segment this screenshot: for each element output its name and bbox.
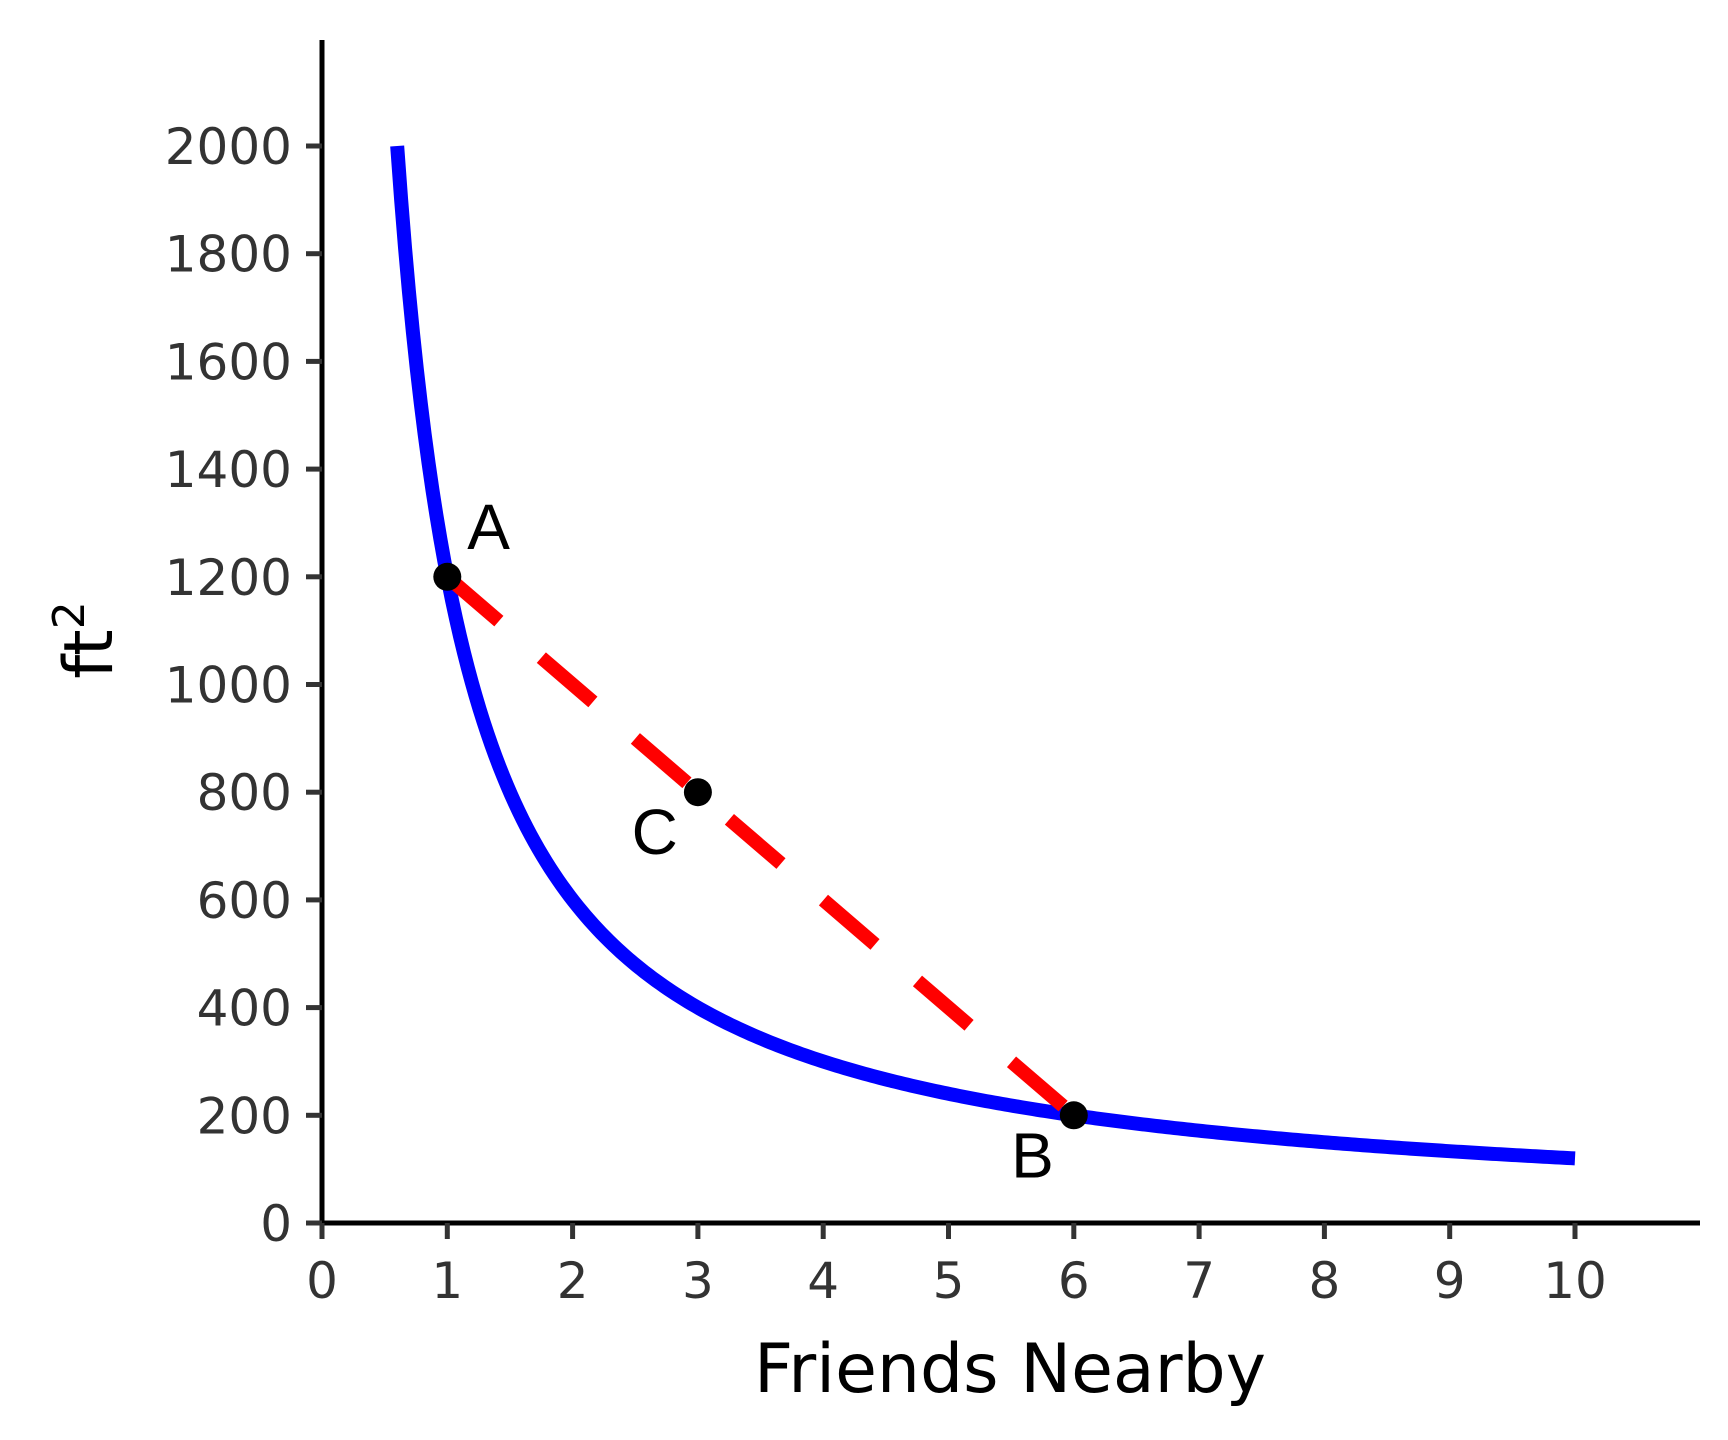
x-tick-label: 0: [306, 1252, 338, 1310]
y-axis-title: ft2: [44, 601, 129, 678]
x-ticks: 0 1 2 3 4 5 6 7 8 9 10: [306, 1223, 1607, 1310]
x-tick-label: 6: [1058, 1252, 1090, 1310]
x-axis-title: Friends Nearby: [754, 1330, 1266, 1409]
y-ticks: 0 200 400 600 800 1000 1200 1400 1600 1800 2000: [165, 118, 322, 1253]
point-c-marker: [683, 778, 712, 807]
x-tick-label: 9: [1434, 1252, 1466, 1310]
y-tick-label: 200: [197, 1087, 292, 1145]
y-tick-label: 2000: [165, 118, 292, 176]
x-tick-label: 10: [1543, 1252, 1607, 1310]
x-tick-label: 2: [557, 1252, 589, 1310]
y-tick-label: 1800: [165, 226, 292, 284]
y-tick-label: 1400: [165, 441, 292, 499]
series-dashed-line: [442, 571, 1079, 1121]
point-a-marker: [433, 562, 462, 591]
x-tick-label: 8: [1308, 1252, 1340, 1310]
axes: 0 1 2 3 4 5 6 7 8 9 10 0 200 400 600 800 1000 1200 1400 16…: [165, 40, 1700, 1310]
x-tick-label: 3: [682, 1252, 714, 1310]
point-b-label: B: [1011, 1119, 1054, 1191]
series-curve: [390, 145, 1576, 1166]
y-tick-label: 400: [197, 980, 292, 1038]
point-c-label: C: [632, 796, 678, 868]
y-tick-label: 1000: [165, 657, 292, 715]
y-axis-title-base: ft: [50, 629, 129, 678]
curve-layer: [390, 145, 1576, 1166]
points: A B C: [433, 491, 1088, 1191]
y-tick-label: 1200: [165, 549, 292, 607]
y-tick-label: 800: [197, 764, 292, 822]
x-tick-label: 7: [1183, 1252, 1215, 1310]
y-tick-label: 600: [197, 872, 292, 930]
x-tick-label: 5: [933, 1252, 965, 1310]
y-tick-label: 0: [260, 1195, 292, 1253]
x-tick-label: 4: [807, 1252, 839, 1310]
x-tick-label: 1: [431, 1252, 463, 1310]
y-axis-title-superscript: 2: [44, 601, 95, 629]
point-b-marker: [1059, 1101, 1088, 1130]
point-a-label: A: [467, 491, 510, 563]
y-tick-label: 1600: [165, 333, 292, 391]
